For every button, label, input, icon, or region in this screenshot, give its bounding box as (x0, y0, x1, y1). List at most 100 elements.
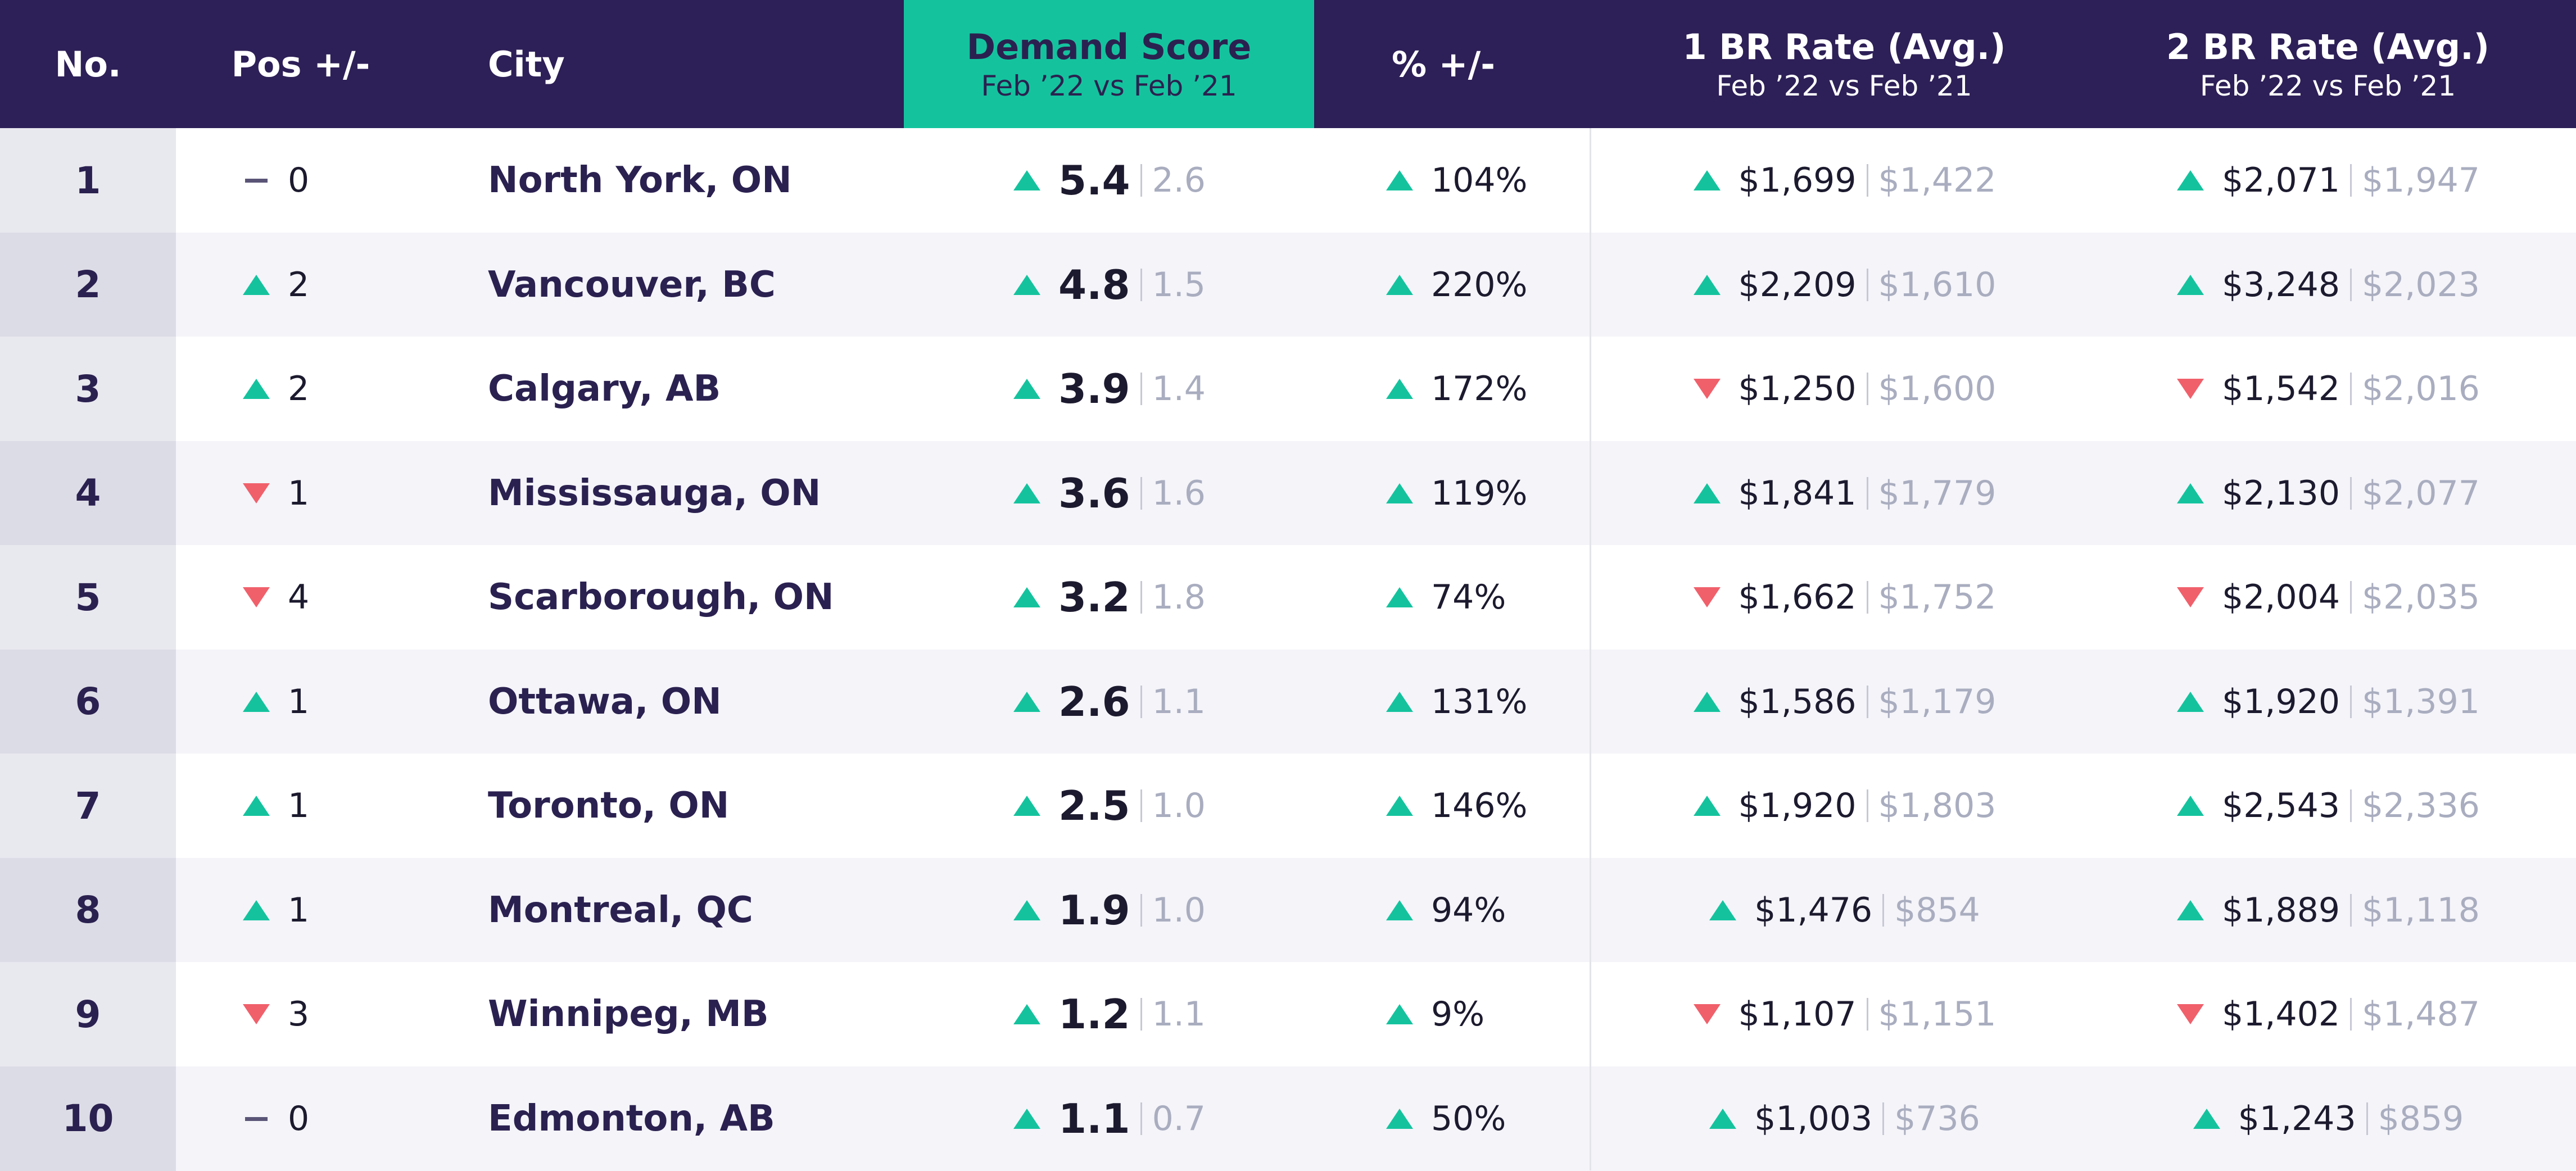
cell: North York, ON (488, 128, 881, 233)
br1-prev: $1,422 (1878, 161, 1996, 200)
table-row: 7 1 Toronto, ON 2.5 1.0 146% $1,920 $1,803 $2,54… (0, 754, 2576, 858)
header-cell: Demand Score Feb ’22 vs Feb ’21 (904, 0, 1314, 128)
br1-prev: $1,151 (1878, 995, 1996, 1034)
trend-up-icon (1386, 587, 1413, 607)
trend-up-icon (1013, 587, 1041, 607)
table-row: 9 3 Winnipeg, MB 1.2 1.1 9% $1,107 $1,151 $1,402… (0, 962, 2576, 1066)
cell: 2.5 1.0 (904, 754, 1314, 858)
cell: 220% (1385, 233, 1610, 337)
cell: $1,243 $859 (2080, 1066, 2576, 1171)
trend-up-icon (1693, 483, 1721, 503)
cell: 0 (242, 1066, 388, 1171)
trend-down-icon (243, 1004, 270, 1024)
cell: Ottawa, ON (488, 650, 881, 754)
separator (1882, 893, 1885, 927)
header-pos: Pos +/- (231, 43, 370, 85)
position-change: 0 (288, 1099, 310, 1138)
table-row: 8 1 Montreal, QC 1.9 1.0 94% $1,476 $854 $1,889 $… (0, 857, 2576, 963)
trend-up-icon (1386, 379, 1413, 399)
br2-prev: $1,391 (2362, 682, 2480, 721)
trend-up-icon (243, 796, 270, 816)
demand-prev: 1.4 (1152, 369, 1206, 409)
separator (1866, 998, 1868, 1031)
cell: $1,250 $1,600 (1591, 337, 2097, 441)
separator (2366, 1102, 2368, 1135)
br1-rate: $1,841 (1738, 473, 1857, 513)
cell: Winnipeg, MB (488, 962, 881, 1066)
header-city: City (488, 43, 565, 85)
br1-rate: $1,586 (1738, 682, 1857, 721)
trend-down-icon (1693, 587, 1721, 607)
separator (1866, 268, 1868, 301)
position-change: 4 (288, 578, 310, 617)
separator (1140, 164, 1142, 197)
demand-score: 3.9 (1058, 365, 1130, 412)
cell: 3.9 1.4 (904, 337, 1314, 441)
demand-score: 5.4 (1058, 157, 1130, 204)
position-change: 3 (288, 995, 310, 1034)
percent-change: 146% (1431, 786, 1528, 825)
cell: 9% (1385, 962, 1610, 1066)
table-row: 2 2 Vancouver, BC 4.8 1.5 220% $2,209 $1,610 $3,… (0, 232, 2576, 337)
percent-change: 131% (1431, 682, 1528, 721)
br2-prev: $1,487 (2362, 995, 2480, 1034)
trend-up-icon (1709, 900, 1737, 920)
cell: 50% (1385, 1066, 1610, 1171)
br2-rate: $2,004 (2222, 578, 2340, 617)
br1-rate: $2,209 (1738, 265, 1857, 305)
header-pct: % +/- (1391, 43, 1496, 85)
br2-prev: $2,336 (2362, 786, 2480, 825)
trend-down-icon (1693, 1004, 1721, 1024)
cell: 1.1 0.7 (904, 1066, 1314, 1171)
separator (1140, 685, 1142, 718)
cell: $1,889 $1,118 (2080, 858, 2576, 963)
cell: 2 (242, 337, 388, 441)
demand-prev: 2.6 (1152, 161, 1206, 200)
separator (1140, 998, 1142, 1031)
separator (1866, 373, 1868, 405)
demand-score: 2.6 (1058, 678, 1130, 725)
trend-up-icon (1386, 483, 1413, 503)
cell: Edmonton, AB (488, 1066, 881, 1171)
demand-prev: 1.1 (1152, 682, 1206, 721)
cell: 119% (1385, 441, 1610, 546)
br1-rate: $1,662 (1738, 578, 1857, 617)
br1-prev: $854 (1894, 890, 1980, 930)
br1-prev: $1,752 (1878, 578, 1996, 617)
cell: $2,071 $1,947 (2080, 128, 2576, 233)
separator (1140, 789, 1142, 822)
trend-same-icon (245, 1116, 268, 1121)
city-name: Montreal, QC (488, 889, 753, 931)
table-header: No. Pos +/- City Demand Score Feb ’22 vs … (0, 0, 2576, 128)
demand-prev: 1.8 (1152, 578, 1206, 617)
separator (2350, 893, 2352, 927)
br1-rate: $1,250 (1738, 369, 1857, 409)
header-cell: % +/- (1314, 0, 1573, 128)
row-number: 2 (0, 232, 176, 337)
trend-up-icon (243, 274, 270, 295)
cell: Calgary, AB (488, 337, 881, 441)
trend-up-icon (1013, 379, 1041, 399)
row-number: 8 (0, 857, 176, 963)
trend-down-icon (2177, 1004, 2204, 1024)
cell: $1,476 $854 (1591, 858, 2097, 963)
cell: Toronto, ON (488, 754, 881, 858)
header-cell: 2 BR Rate (Avg.) Feb ’22 vs Feb ’21 (2080, 0, 2576, 128)
table-row: 5 4 Scarborough, ON 3.2 1.8 74% $1,662 $1,752 $2… (0, 545, 2576, 650)
cell: $1,542 $2,016 (2080, 337, 2576, 441)
separator (1866, 581, 1868, 614)
position-change: 1 (288, 682, 310, 721)
separator (1140, 268, 1142, 301)
trend-down-icon (243, 587, 270, 607)
trend-down-icon (2177, 379, 2204, 399)
cell: Vancouver, BC (488, 233, 881, 337)
row-number: 4 (0, 441, 176, 546)
br2-rate: $1,402 (2222, 995, 2340, 1034)
cell: $1,841 $1,779 (1591, 441, 2097, 546)
br1-prev: $1,779 (1878, 473, 1996, 513)
br1-rate: $1,699 (1738, 161, 1857, 200)
trend-up-icon (1013, 274, 1041, 295)
table-row: 3 2 Calgary, AB 3.9 1.4 172% $1,250 $1,600 $1,54… (0, 337, 2576, 441)
position-change: 2 (288, 265, 310, 305)
header-br1-sub: Feb ’22 vs Feb ’21 (1716, 69, 1972, 102)
